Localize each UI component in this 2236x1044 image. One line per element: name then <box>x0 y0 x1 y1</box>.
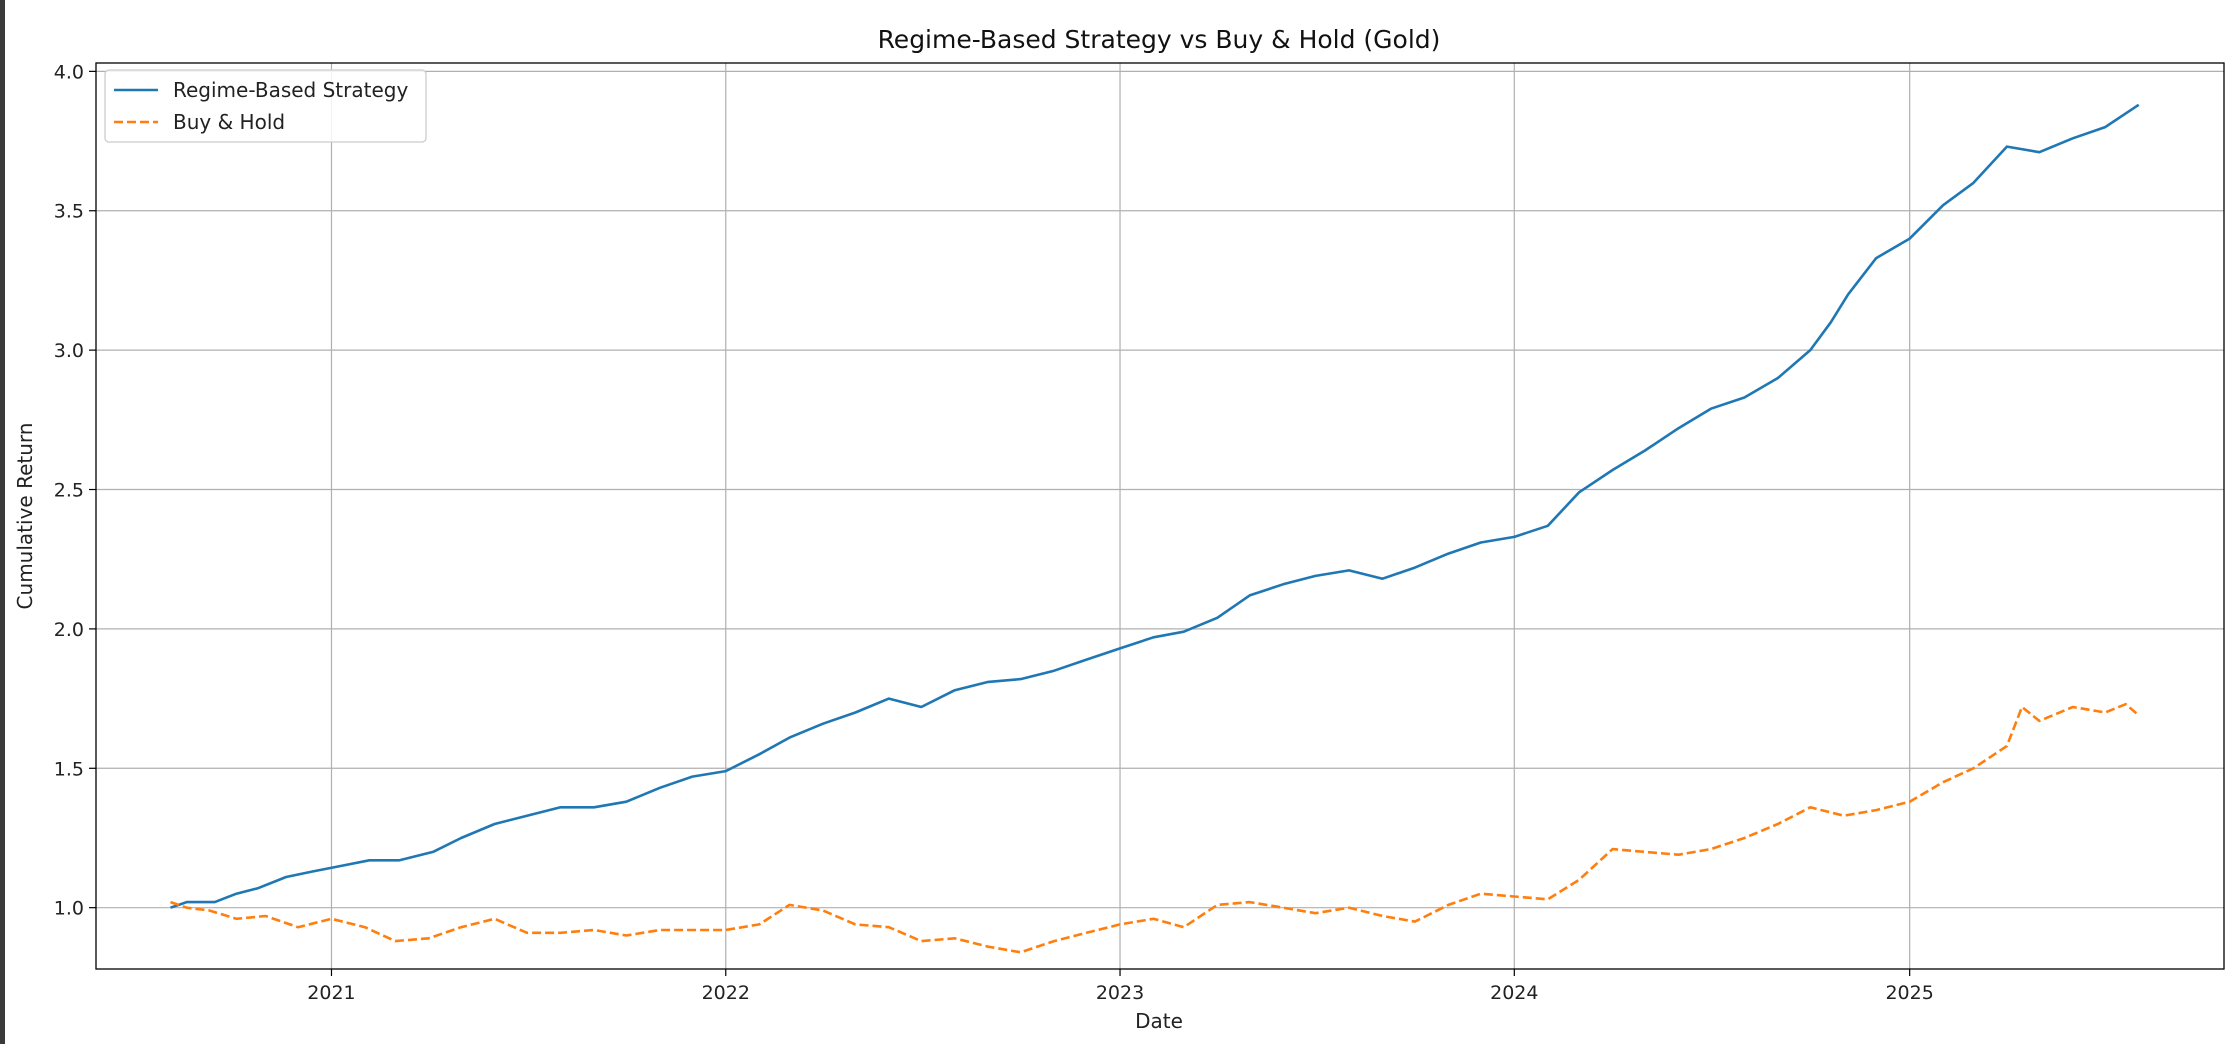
y-axis-ticks: 1.0 1.5 2.0 2.5 3.0 3.5 4.0 <box>54 61 96 920</box>
x-tick-label: 2024 <box>1490 982 1538 1004</box>
x-tick-label: 2021 <box>307 982 355 1004</box>
window-edge <box>0 0 5 1044</box>
x-axis-ticks: 2021 2022 2023 2024 2025 <box>307 969 1934 1004</box>
legend-box <box>104 69 427 143</box>
legend-label-buy-hold: Buy & Hold <box>173 110 285 134</box>
y-tick-label: 2.5 <box>54 480 84 502</box>
x-tick-label: 2022 <box>702 982 750 1004</box>
series-line-buy-hold <box>170 702 2140 954</box>
gridlines <box>96 63 2224 969</box>
series-line-strategy <box>170 103 2140 909</box>
chart-title: Regime-Based Strategy vs Buy & Hold (Gol… <box>878 25 1441 54</box>
y-tick-label: 1.5 <box>54 758 84 780</box>
legend-label-strategy: Regime-Based Strategy <box>173 78 408 102</box>
plot-area-frame <box>95 62 2225 970</box>
y-tick-label: 3.5 <box>54 201 84 223</box>
y-axis-label: Cumulative Return <box>13 423 37 610</box>
y-tick-label: 2.0 <box>54 619 84 641</box>
y-tick-label: 3.0 <box>54 340 84 362</box>
legend: Regime-Based Strategy Buy & Hold <box>104 69 427 143</box>
y-tick-label: 4.0 <box>54 61 84 83</box>
x-tick-label: 2025 <box>1885 982 1933 1004</box>
y-tick-label: 1.0 <box>54 898 84 920</box>
series-lines <box>170 103 2140 954</box>
x-axis-label: Date <box>1135 1009 1183 1033</box>
x-tick-label: 2023 <box>1096 982 1144 1004</box>
